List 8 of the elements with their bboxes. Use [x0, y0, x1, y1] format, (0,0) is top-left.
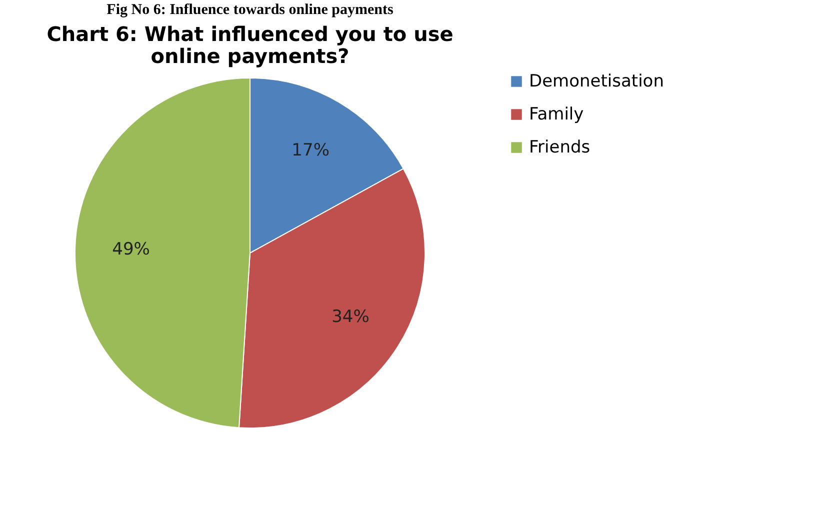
- text: Fig No 6: Influence towards online payments: [106, 2, 394, 18]
- legend-label: Family: [529, 104, 584, 124]
- data-label: 49%: [112, 239, 150, 260]
- chart-title: Chart 6: What influenced you to use online payments?: [46, 22, 454, 68]
- data-label: 34%: [332, 306, 370, 327]
- legend-label: Demonetisation: [529, 72, 664, 92]
- data-label: 17%: [292, 140, 330, 161]
- legend-label: Friends: [529, 138, 590, 158]
